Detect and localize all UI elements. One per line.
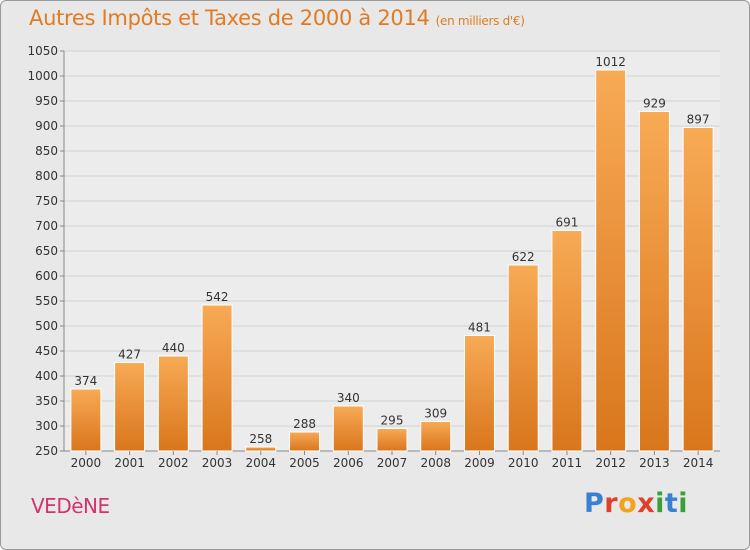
x-tick-label: 2011 xyxy=(552,456,583,470)
bar xyxy=(639,112,669,452)
bar-value-label: 622 xyxy=(512,250,535,264)
bar xyxy=(290,432,320,451)
y-tick-label: 850 xyxy=(35,144,58,158)
x-tick-label: 2009 xyxy=(464,456,495,470)
bar xyxy=(158,356,188,451)
y-tick-label: 750 xyxy=(35,194,58,208)
bar xyxy=(202,305,232,451)
y-tick-label: 1000 xyxy=(27,69,58,83)
bar xyxy=(596,70,626,451)
x-tick-label: 2007 xyxy=(377,456,408,470)
logo-letter: r xyxy=(604,488,618,519)
chart-frame: Autres Impôts et Taxes de 2000 à 2014 (en… xyxy=(0,0,750,550)
y-tick-label: 950 xyxy=(35,94,58,108)
y-tick-label: 300 xyxy=(35,419,58,433)
y-tick-label: 650 xyxy=(35,244,58,258)
y-tick-label: 550 xyxy=(35,294,58,308)
x-tick-label: 2005 xyxy=(289,456,320,470)
x-tick-label: 2008 xyxy=(420,456,451,470)
bar-value-label: 374 xyxy=(74,374,97,388)
bar-chart: 250 300 350 400 450 500 550 600 650 700 750 800 850 9… xyxy=(1,1,749,549)
x-tick-label: 2014 xyxy=(683,456,714,470)
y-tick-label: 500 xyxy=(35,319,58,333)
x-tick-label: 2010 xyxy=(508,456,539,470)
logo-letter: i xyxy=(678,488,688,519)
logo-letter: o xyxy=(618,488,637,519)
logo-letter: x xyxy=(637,488,655,519)
bar-value-label: 481 xyxy=(468,321,491,335)
bar xyxy=(464,336,494,452)
bar-value-label: 309 xyxy=(424,407,447,421)
bar xyxy=(683,128,713,452)
bar xyxy=(333,406,363,451)
x-tick-label: 2001 xyxy=(114,456,145,470)
bar-value-label: 258 xyxy=(249,432,272,446)
logo-letter: t xyxy=(665,488,678,519)
bar-value-label: 440 xyxy=(162,341,185,355)
y-tick-label: 900 xyxy=(35,119,58,133)
bar-value-label: 542 xyxy=(206,290,229,304)
x-tick-label: 2004 xyxy=(246,456,277,470)
bar-value-label: 427 xyxy=(118,348,141,362)
x-tick-label: 2013 xyxy=(639,456,670,470)
bar-value-label: 288 xyxy=(293,417,316,431)
bar xyxy=(377,429,407,452)
x-tick-label: 2003 xyxy=(202,456,233,470)
logo-letter: P xyxy=(584,488,604,519)
bar xyxy=(552,231,582,452)
bar xyxy=(71,389,101,451)
bar xyxy=(421,422,451,452)
x-tick-label: 2000 xyxy=(71,456,102,470)
x-tick-label: 2002 xyxy=(158,456,189,470)
bar-value-label: 897 xyxy=(687,113,710,127)
x-tick-label: 2012 xyxy=(595,456,626,470)
bar-value-label: 295 xyxy=(381,414,404,428)
y-tick-label: 250 xyxy=(35,444,58,458)
proxiti-logo: Proxiti xyxy=(584,488,688,519)
bar-value-label: 1012 xyxy=(595,55,626,69)
y-tick-label: 450 xyxy=(35,344,58,358)
y-tick-label: 800 xyxy=(35,169,58,183)
logo-letter: i xyxy=(655,488,665,519)
y-tick-label: 350 xyxy=(35,394,58,408)
y-tick-label: 1050 xyxy=(27,44,58,58)
y-tick-label: 700 xyxy=(35,219,58,233)
x-tick-label: 2006 xyxy=(333,456,364,470)
y-tick-label: 400 xyxy=(35,369,58,383)
bar xyxy=(508,265,538,451)
bar-value-label: 340 xyxy=(337,391,360,405)
bar-value-label: 691 xyxy=(555,216,578,230)
bar-value-label: 929 xyxy=(643,97,666,111)
bar xyxy=(115,363,145,452)
y-tick-label: 600 xyxy=(35,269,58,283)
bar xyxy=(246,447,276,451)
place-name: VEDèNE xyxy=(31,494,110,518)
